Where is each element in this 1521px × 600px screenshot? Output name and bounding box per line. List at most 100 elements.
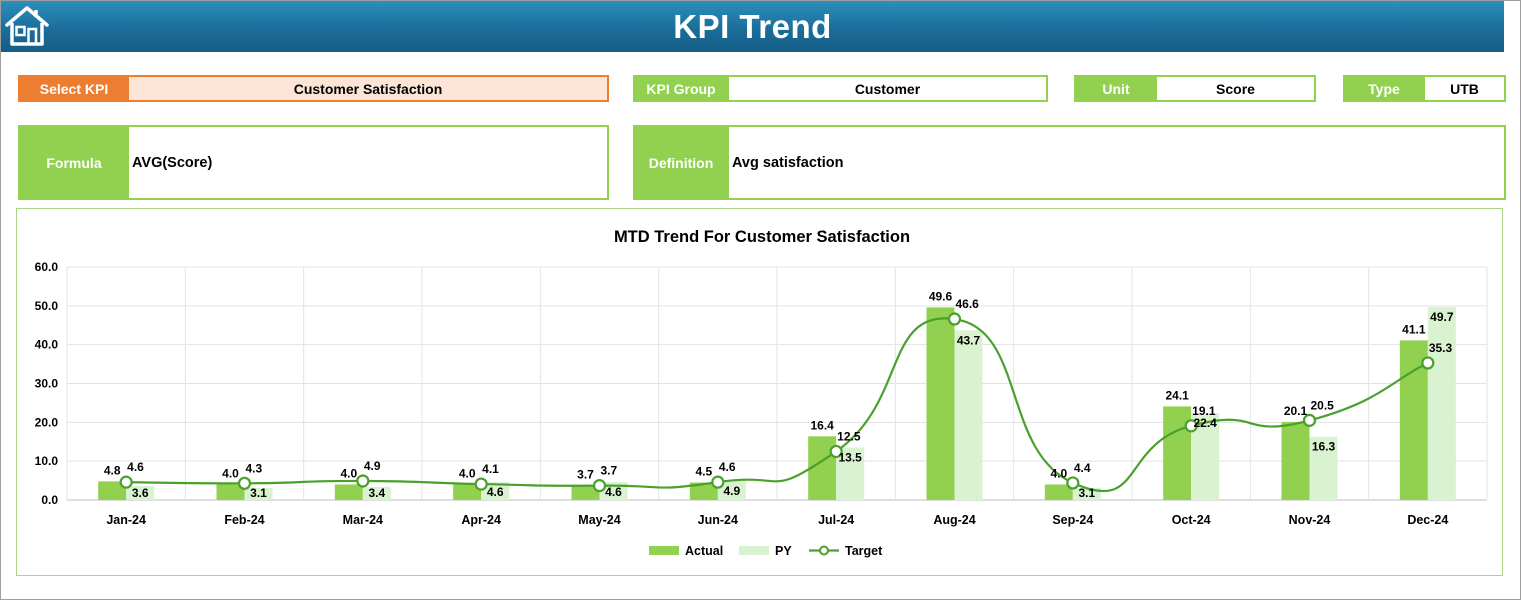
py-data-label: 22.4 bbox=[1193, 416, 1217, 430]
definition-value: Avg satisfaction bbox=[727, 125, 1506, 200]
py-bar bbox=[244, 487, 273, 500]
target-point bbox=[119, 475, 133, 489]
chart-panel: MTD Trend For Customer Satisfaction 0.0 1… bbox=[16, 208, 1503, 576]
actual-data-label: 4.0 bbox=[340, 466, 357, 480]
py-data-label: 49.7 bbox=[1430, 310, 1454, 324]
actual-data-label: 4.8 bbox=[104, 463, 121, 477]
x-tick-label: Jun-24 bbox=[698, 513, 738, 527]
select-kpi-label: Select KPI bbox=[18, 75, 130, 102]
py-bar bbox=[836, 447, 865, 500]
target-point bbox=[356, 474, 370, 488]
target-data-label: 4.6 bbox=[127, 460, 144, 474]
py-data-label: 13.5 bbox=[838, 451, 862, 465]
home-icon[interactable] bbox=[5, 5, 49, 47]
target-point bbox=[1421, 356, 1435, 370]
x-tick-label: Feb-24 bbox=[224, 513, 264, 527]
actual-bar bbox=[926, 307, 955, 500]
legend-target-label: Target bbox=[845, 544, 883, 558]
legend-py-label: PY bbox=[775, 544, 792, 558]
definition-label: Definition bbox=[633, 125, 729, 200]
py-data-label: 4.6 bbox=[605, 485, 622, 499]
py-bar bbox=[1427, 306, 1456, 500]
x-tick-label: Aug-24 bbox=[933, 513, 975, 527]
target-point bbox=[237, 476, 252, 490]
target-data-label: 4.3 bbox=[246, 461, 263, 475]
y-tick-label: 50.0 bbox=[35, 299, 59, 313]
target-point bbox=[592, 479, 607, 493]
target-point bbox=[829, 444, 843, 459]
py-data-label: 3.1 bbox=[1078, 486, 1095, 500]
y-tick-label: 0.0 bbox=[41, 493, 58, 507]
actual-bar bbox=[689, 482, 718, 500]
target-point bbox=[474, 477, 488, 491]
unit-value: Score bbox=[1155, 75, 1316, 102]
select-kpi-dropdown[interactable]: Customer Satisfaction bbox=[129, 75, 609, 102]
target-data-label: 19.1 bbox=[1192, 404, 1216, 418]
py-bar bbox=[954, 330, 983, 500]
x-tick-label: Jan-24 bbox=[106, 513, 146, 527]
actual-bar bbox=[1281, 421, 1310, 500]
y-tick-label: 30.0 bbox=[35, 377, 59, 391]
py-data-label: 3.4 bbox=[368, 486, 385, 500]
target-data-label: 4.6 bbox=[719, 460, 736, 474]
x-tick-label: Dec-24 bbox=[1407, 513, 1448, 527]
target-point bbox=[947, 312, 962, 326]
actual-bar bbox=[216, 484, 245, 500]
py-data-label: 16.3 bbox=[1312, 440, 1336, 454]
target-point bbox=[1302, 413, 1317, 427]
page-title: KPI Trend bbox=[673, 8, 832, 45]
actual-bar bbox=[1163, 406, 1192, 500]
y-tick-label: 10.0 bbox=[35, 454, 59, 468]
actual-data-label: 4.0 bbox=[222, 466, 239, 480]
target-data-label: 3.7 bbox=[601, 464, 618, 478]
x-tick-label: Jul-24 bbox=[818, 513, 854, 527]
actual-bar bbox=[98, 481, 127, 500]
trend-chart: MTD Trend For Customer Satisfaction 0.0 1… bbox=[35, 228, 1488, 558]
actual-data-label: 4.0 bbox=[459, 466, 476, 480]
target-data-label: 20.5 bbox=[1311, 398, 1335, 412]
legend-actual-swatch bbox=[649, 546, 679, 555]
kpi-group-value: Customer bbox=[727, 75, 1048, 102]
actual-data-label: 16.4 bbox=[810, 418, 834, 432]
kpi-group-label: KPI Group bbox=[633, 75, 729, 102]
py-bar bbox=[717, 480, 746, 500]
target-point bbox=[711, 475, 725, 489]
target-data-label: 35.3 bbox=[1429, 341, 1453, 355]
actual-data-label: 24.1 bbox=[1165, 388, 1189, 402]
formula-label: Formula bbox=[18, 125, 130, 200]
target-data-label: 46.6 bbox=[956, 297, 980, 311]
header-bar: KPI Trend bbox=[1, 1, 1504, 52]
y-tick-label: 20.0 bbox=[35, 415, 59, 429]
actual-data-label: 20.1 bbox=[1284, 404, 1308, 418]
actual-data-label: 4.5 bbox=[695, 465, 712, 479]
py-bar bbox=[1309, 436, 1338, 500]
actual-bar bbox=[1044, 484, 1073, 500]
x-tick-label: Nov-24 bbox=[1289, 513, 1331, 527]
target-point bbox=[1066, 476, 1080, 490]
actual-bar bbox=[453, 484, 482, 500]
py-bar bbox=[126, 486, 155, 500]
py-data-label: 3.1 bbox=[250, 486, 267, 500]
py-data-label: 4.9 bbox=[723, 484, 740, 498]
type-label: Type bbox=[1343, 75, 1425, 102]
actual-data-label: 41.1 bbox=[1402, 322, 1426, 336]
x-tick-label: Oct-24 bbox=[1172, 513, 1211, 527]
x-tick-label: Apr-24 bbox=[461, 513, 501, 527]
y-tick-label: 40.0 bbox=[35, 338, 59, 352]
x-tick-label: Sep-24 bbox=[1052, 513, 1093, 527]
unit-label: Unit bbox=[1074, 75, 1158, 102]
x-tick-label: May-24 bbox=[578, 513, 620, 527]
py-bar bbox=[481, 482, 510, 500]
chart-title: MTD Trend For Customer Satisfaction bbox=[614, 228, 910, 246]
formula-value: AVG(Score) bbox=[127, 125, 609, 200]
actual-data-label: 4.0 bbox=[1050, 466, 1067, 480]
py-data-label: 3.6 bbox=[132, 486, 149, 500]
legend-actual-label: Actual bbox=[685, 544, 723, 558]
target-data-label: 12.5 bbox=[837, 429, 861, 443]
target-data-label: 4.4 bbox=[1074, 461, 1091, 475]
actual-data-label: 49.6 bbox=[929, 289, 953, 303]
target-point bbox=[1184, 419, 1198, 433]
py-data-label: 4.6 bbox=[487, 485, 504, 499]
py-data-label: 43.7 bbox=[957, 333, 981, 347]
actual-data-label: 3.7 bbox=[577, 468, 594, 482]
